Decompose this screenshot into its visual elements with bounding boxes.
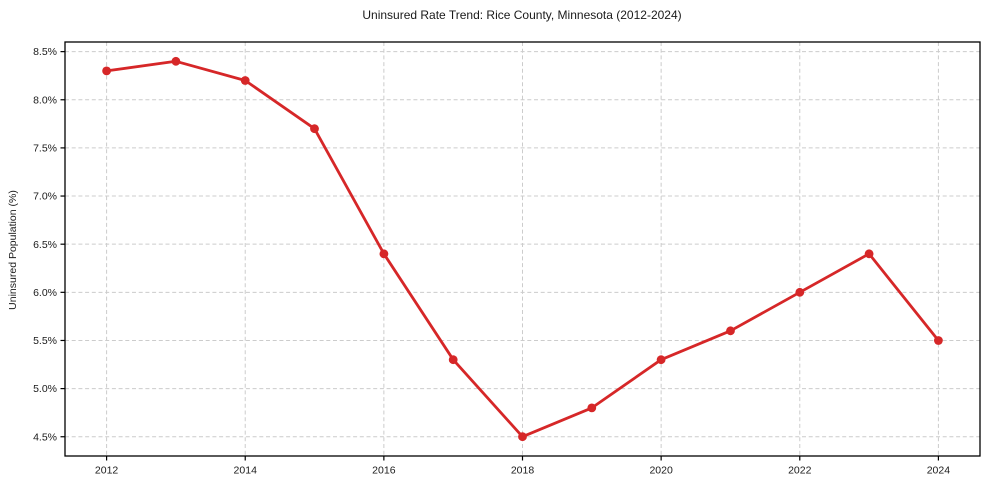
y-tick-label: 7.0% — [33, 191, 57, 203]
data-point-2019 — [587, 403, 597, 413]
chart-title: Uninsured Rate Trend: Rice County, Minne… — [362, 8, 682, 22]
y-tick-label: 6.0% — [33, 287, 57, 299]
y-tick-label: 7.5% — [33, 143, 57, 155]
data-point-2016 — [379, 249, 389, 259]
plot-border — [64, 41, 981, 457]
data-point-2017 — [448, 355, 458, 365]
data-point-2013 — [171, 56, 181, 66]
data-point-2020 — [656, 355, 666, 365]
y-tick-label: 5.0% — [33, 383, 57, 395]
data-point-2012 — [102, 66, 111, 76]
axes-layer: 4.5% 5.0% 5.5% 6.0% 6.5% 7.0% 7.5% 8.0% 8.5% 2012… — [33, 41, 981, 477]
x-tick-label: 2016 — [372, 465, 396, 477]
y-tick-label: 8.5% — [33, 46, 57, 58]
y-tick-label: 4.5% — [33, 431, 57, 443]
series-layer — [102, 56, 943, 442]
y-tick-label: 8.0% — [33, 94, 57, 106]
x-tick-label: 2018 — [511, 465, 535, 477]
x-tick-label: 2012 — [95, 465, 119, 477]
data-point-2024 — [934, 336, 943, 345]
x-tick-label: 2014 — [234, 465, 258, 477]
data-point-2014 — [240, 76, 250, 85]
grid-layer — [65, 42, 980, 456]
data-point-2022 — [795, 287, 805, 297]
x-tick-label: 2020 — [649, 465, 673, 477]
y-tick-label: 6.5% — [33, 239, 57, 251]
x-tick-label: 2022 — [788, 465, 812, 477]
data-point-2021 — [726, 326, 735, 336]
data-point-2018 — [518, 432, 527, 442]
data-point-2023 — [864, 249, 874, 259]
x-tick-label: 2024 — [927, 465, 951, 477]
data-point-2015 — [310, 124, 319, 134]
y-tick-label: 5.5% — [33, 335, 57, 347]
